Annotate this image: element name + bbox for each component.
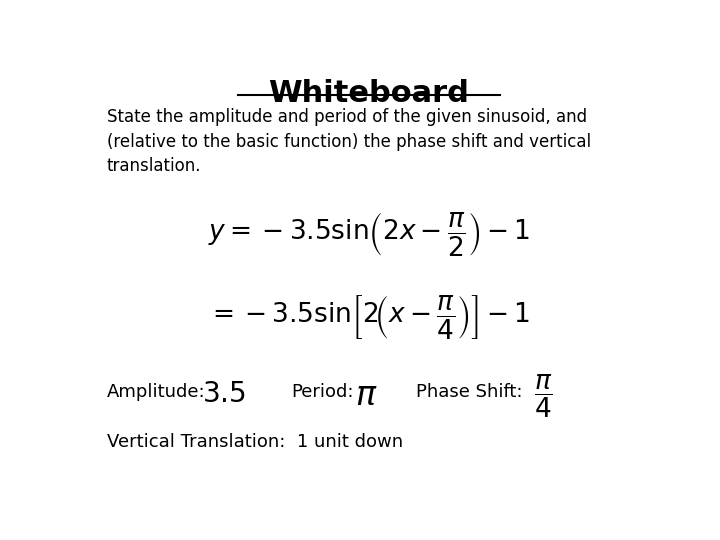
Text: $\pi$: $\pi$	[355, 379, 377, 411]
Text: Amplitude:: Amplitude:	[107, 383, 205, 401]
Text: State the amplitude and period of the given sinusoid, and
(relative to the basic: State the amplitude and period of the gi…	[107, 109, 591, 175]
Text: $\dfrac{\pi}{4}$: $\dfrac{\pi}{4}$	[534, 373, 552, 420]
Text: $= -3.5\sin\!\left[2\!\left(x - \dfrac{\pi}{4}\right)\right] - 1$: $= -3.5\sin\!\left[2\!\left(x - \dfrac{\…	[207, 294, 531, 341]
Text: $3.5$: $3.5$	[202, 380, 246, 408]
Text: Whiteboard: Whiteboard	[269, 79, 469, 109]
Text: Vertical Translation:  1 unit down: Vertical Translation: 1 unit down	[107, 433, 403, 451]
Text: $y = -3.5\sin\!\left(2x - \dfrac{\pi}{2}\right) - 1$: $y = -3.5\sin\!\left(2x - \dfrac{\pi}{2}…	[208, 210, 530, 258]
Text: Period:: Period:	[291, 383, 354, 401]
Text: Phase Shift:: Phase Shift:	[416, 383, 523, 401]
